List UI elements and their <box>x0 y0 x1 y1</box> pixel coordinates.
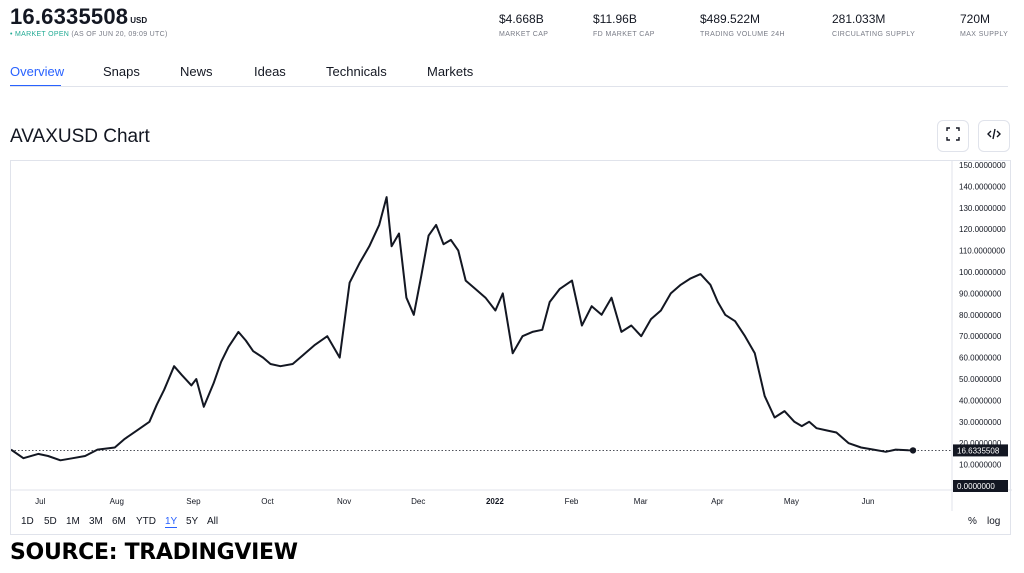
y-tick-label: 20.0000000 <box>959 439 1002 448</box>
chart-panel: 150.0000000 140.0000000 130.0000000 120.000… <box>10 160 1012 535</box>
stat-value: $4.668B <box>499 12 544 26</box>
market-status: MARKET OPEN <box>15 31 70 38</box>
range-5y[interactable]: 5Y <box>186 516 199 527</box>
fullscreen-icon <box>946 126 960 146</box>
range-all[interactable]: All <box>207 516 219 527</box>
code-embed-icon <box>987 127 1001 146</box>
range-3m[interactable]: 3M <box>89 516 103 527</box>
tab-news[interactable]: News <box>180 64 213 79</box>
x-tick-label: Jun <box>862 497 875 506</box>
y-tick-label: 150.0000000 <box>959 161 1006 170</box>
tab-markets[interactable]: Markets <box>427 64 474 79</box>
tab-snaps[interactable]: Snaps <box>103 64 140 79</box>
stat-value: $11.96B <box>593 12 637 26</box>
y-tick-label: 110.0000000 <box>959 247 1006 256</box>
y-tick-label: 40.0000000 <box>959 396 1002 405</box>
y-tick-label: 70.0000000 <box>959 332 1002 341</box>
x-tick-label: Oct <box>261 497 274 506</box>
x-tick-label: Nov <box>337 497 351 506</box>
x-tick-label: Aug <box>110 497 124 506</box>
y-tick-label: 10.0000000 <box>959 461 1002 470</box>
y-tick-label: 30.0000000 <box>959 418 1002 427</box>
last-price-point <box>909 447 917 454</box>
tab-ideas[interactable]: Ideas <box>254 64 286 79</box>
stat-label: FD MARKET CAP <box>593 31 655 38</box>
stat-max-supply: 720M MAX SUPPLY <box>960 12 1008 38</box>
stat-label: CIRCULATING SUPPLY <box>832 31 916 38</box>
market-status-dot: • <box>10 31 13 38</box>
stat-value: 720M <box>960 12 991 26</box>
baseline-label-bg <box>953 480 1008 492</box>
range-ytd[interactable]: YTD <box>136 516 156 527</box>
stat-trading-volume: $489.522M TRADING VOLUME 24H <box>700 12 785 38</box>
baseline-label: 0.0000000 <box>957 482 995 491</box>
stat-circulating-supply: 281.033M CIRCULATING SUPPLY <box>832 12 915 38</box>
stats-row: $4.668B MARKET CAP $11.96B FD MARKET CAP… <box>0 12 1024 42</box>
range-6m[interactable]: 6M <box>112 516 126 527</box>
source-caption: SOURCE: TRADINGVIEW <box>10 540 298 565</box>
y-tick-label: 90.0000000 <box>959 289 1002 298</box>
range-5d[interactable]: 5D <box>44 516 57 527</box>
last-price-label-bg <box>953 444 1008 457</box>
stat-label: MARKET CAP <box>499 31 549 38</box>
price-series-line <box>11 196 914 462</box>
x-tick-label: Jul <box>35 497 45 506</box>
tabs-divider <box>10 86 1008 87</box>
y-tick-label: 100.0000000 <box>959 268 1006 277</box>
y-tick-label: 50.0000000 <box>959 375 1002 384</box>
range-1y[interactable]: 1Y <box>165 516 178 528</box>
embed-code-button[interactable] <box>978 120 1010 152</box>
price-block: 16.6335508 USD • MARKET OPEN (AS OF JUN 2… <box>10 4 168 38</box>
y-tick-label: 130.0000000 <box>959 204 1006 213</box>
stat-label: MAX SUPPLY <box>960 31 1009 38</box>
stat-label: TRADING VOLUME 24H <box>700 31 785 38</box>
last-price-label: 16.6335508 <box>957 446 1000 455</box>
stat-value: $489.522M <box>700 12 761 26</box>
y-tick-label: 60.0000000 <box>959 354 1002 363</box>
x-tick-label: Apr <box>711 497 724 506</box>
current-price: 16.6335508 <box>10 4 129 29</box>
price-chart[interactable]: 150.0000000 140.0000000 130.0000000 120.000… <box>11 161 1012 511</box>
x-tick-label: Feb <box>565 497 579 506</box>
x-tick-label: Mar <box>634 497 648 506</box>
tab-technicals[interactable]: Technicals <box>326 64 387 79</box>
y-tick-label: 80.0000000 <box>959 311 1002 320</box>
price-currency: USD <box>130 16 148 25</box>
x-tick-label: Sep <box>186 497 201 506</box>
stat-fd-market-cap: $11.96B FD MARKET CAP <box>593 12 655 38</box>
fullscreen-button[interactable] <box>937 120 969 152</box>
x-tick-label: 2022 <box>486 497 504 506</box>
y-tick-label: 120.0000000 <box>959 225 1006 234</box>
range-selector: 1D 5D 1M 3M 6M YTD 1Y 5Y All % log <box>10 512 1011 534</box>
percent-scale-toggle[interactable]: % <box>968 516 977 527</box>
chart-title: AVAXUSD Chart <box>10 126 150 147</box>
x-tick-label: May <box>784 497 799 506</box>
stat-market-cap: $4.668B MARKET CAP <box>499 12 548 38</box>
market-status-line: • MARKET OPEN (AS OF JUN 20, 09:09 UTC) <box>10 31 168 38</box>
range-1d[interactable]: 1D <box>21 516 34 527</box>
log-scale-toggle[interactable]: log <box>987 516 1001 527</box>
range-1m[interactable]: 1M <box>66 516 80 527</box>
y-tick-label: 140.0000000 <box>959 182 1006 191</box>
stat-value: 281.033M <box>832 12 886 26</box>
tab-overview[interactable]: Overview <box>10 64 65 79</box>
x-tick-label: Dec <box>411 497 425 506</box>
as-of-timestamp: (AS OF JUN 20, 09:09 UTC) <box>71 31 168 38</box>
